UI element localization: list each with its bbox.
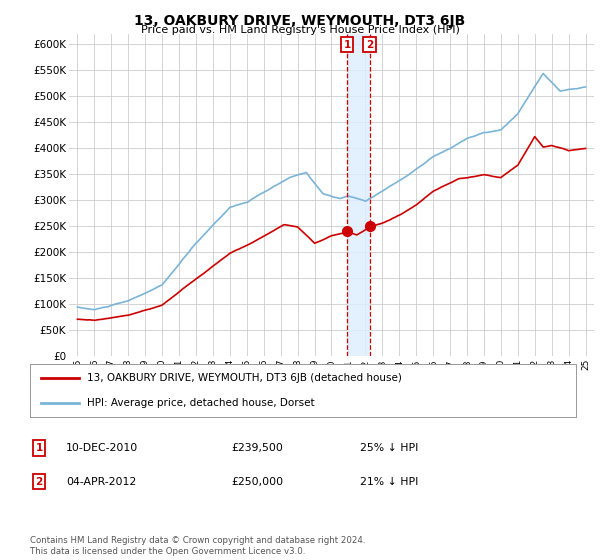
Text: 04-APR-2012: 04-APR-2012	[66, 477, 136, 487]
Text: £239,500: £239,500	[231, 443, 283, 453]
Text: 1: 1	[35, 443, 43, 453]
Text: 10-DEC-2010: 10-DEC-2010	[66, 443, 138, 453]
Text: Price paid vs. HM Land Registry's House Price Index (HPI): Price paid vs. HM Land Registry's House …	[140, 25, 460, 35]
Text: £250,000: £250,000	[231, 477, 283, 487]
Text: 1: 1	[343, 40, 351, 50]
Text: 2: 2	[366, 40, 373, 50]
Text: 13, OAKBURY DRIVE, WEYMOUTH, DT3 6JB (detached house): 13, OAKBURY DRIVE, WEYMOUTH, DT3 6JB (de…	[88, 374, 402, 384]
Text: 13, OAKBURY DRIVE, WEYMOUTH, DT3 6JB: 13, OAKBURY DRIVE, WEYMOUTH, DT3 6JB	[134, 14, 466, 28]
Text: 21% ↓ HPI: 21% ↓ HPI	[360, 477, 418, 487]
Text: 25% ↓ HPI: 25% ↓ HPI	[360, 443, 418, 453]
Text: Contains HM Land Registry data © Crown copyright and database right 2024.
This d: Contains HM Land Registry data © Crown c…	[30, 536, 365, 556]
Text: 2: 2	[35, 477, 43, 487]
Text: HPI: Average price, detached house, Dorset: HPI: Average price, detached house, Dors…	[88, 398, 315, 408]
Bar	[347, 34, 370, 356]
